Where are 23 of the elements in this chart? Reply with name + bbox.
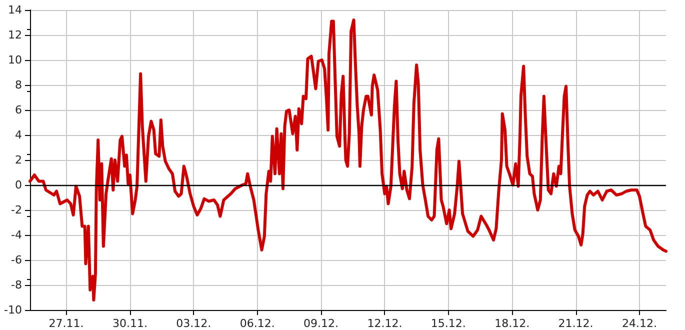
y-tick-label: 10 — [8, 54, 22, 66]
x-tick-label: 15.12. — [430, 317, 466, 330]
y-tick-label: 8 — [15, 78, 22, 92]
y-tick-label: -8 — [11, 278, 22, 292]
x-tick-label: 27.11. — [48, 317, 84, 330]
x-tick-label: 09.12. — [304, 317, 339, 330]
y-tick-label: -2 — [11, 204, 22, 216]
y-tick-label: -10 — [4, 304, 22, 316]
y-tick-label: 2 — [15, 154, 22, 166]
y-tick-label: 6 — [15, 104, 22, 116]
y-tick-label: 0 — [15, 178, 22, 192]
y-tick-label: 14 — [8, 4, 22, 16]
y-tick-label: 12 — [8, 28, 22, 42]
x-tick-label: 24.12. — [622, 317, 657, 330]
x-tick-label: 03.12. — [176, 317, 212, 330]
y-tick-label: -4 — [11, 228, 22, 242]
x-tick-label: 12.12. — [367, 317, 402, 330]
x-tick-label: 30.11. — [112, 317, 148, 330]
x-tick-label: 21.12. — [558, 317, 594, 330]
y-tick-label: 4 — [15, 128, 22, 142]
y-tick-label: -6 — [11, 254, 22, 266]
x-tick-label: 06.12. — [240, 317, 275, 330]
x-tick-label: 18.12. — [494, 317, 530, 330]
